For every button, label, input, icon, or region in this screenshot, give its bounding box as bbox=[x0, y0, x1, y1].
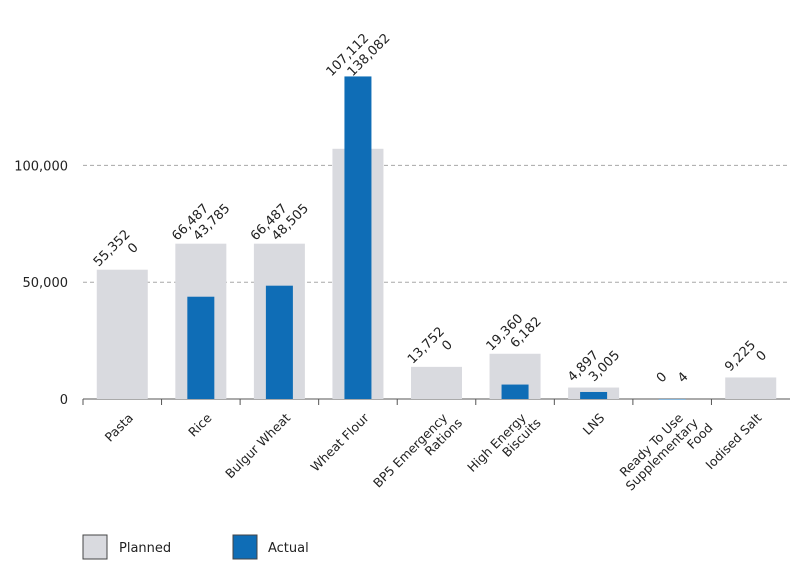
category-label: LNS bbox=[580, 410, 608, 438]
category-label-line: Wheat Flour bbox=[307, 410, 372, 475]
legend-label-actual: Actual bbox=[268, 541, 309, 556]
legend-swatch-actual bbox=[232, 534, 258, 560]
data-label-actual: 0 bbox=[125, 240, 141, 256]
data-label-actual: 0 bbox=[754, 348, 770, 364]
category-label-line: LNS bbox=[580, 410, 608, 438]
bar-planned bbox=[411, 366, 462, 399]
category-label: Rice bbox=[185, 410, 215, 440]
category-label-line: Rice bbox=[185, 410, 215, 440]
y-tick-label: 100,000 bbox=[14, 159, 68, 174]
category-label: Wheat Flour bbox=[307, 410, 372, 475]
category-label: Bulgur Wheat bbox=[222, 410, 293, 481]
y-tick-label: 0 bbox=[60, 393, 68, 408]
bar-actual bbox=[187, 296, 215, 399]
data-label-actual: 0 bbox=[439, 338, 455, 354]
data-label-actual: 4 bbox=[675, 370, 691, 386]
legend-swatch-planned bbox=[82, 534, 108, 560]
bars bbox=[96, 76, 777, 400]
category-label-line: Iodised Salt bbox=[702, 410, 764, 472]
bar-actual bbox=[580, 391, 608, 399]
bar-actual bbox=[501, 384, 529, 399]
y-tick-label: 50,000 bbox=[23, 276, 69, 291]
data-label-planned: 0 bbox=[654, 370, 670, 386]
bar-planned bbox=[725, 377, 777, 399]
category-label-line: Bulgur Wheat bbox=[222, 410, 293, 481]
data-label-planned: 9,225 bbox=[722, 338, 759, 375]
bar-planned bbox=[96, 269, 148, 399]
category-label-line: Pasta bbox=[102, 410, 136, 444]
bar-actual bbox=[265, 285, 293, 399]
bar-actual bbox=[658, 398, 686, 400]
category-label: Iodised Salt bbox=[702, 410, 764, 472]
bar-actual bbox=[344, 76, 372, 400]
y-axis-ticks: 0 50,000 100,000 bbox=[14, 159, 68, 408]
legend-label-planned: Planned bbox=[119, 541, 171, 556]
category-label: Pasta bbox=[102, 410, 136, 444]
legend: Planned Actual bbox=[82, 534, 309, 560]
